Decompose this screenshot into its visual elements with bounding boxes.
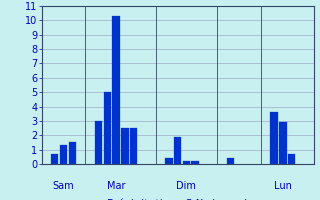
Bar bbox=[270, 112, 278, 164]
Bar bbox=[165, 158, 172, 164]
Text: Sam: Sam bbox=[53, 181, 74, 191]
Bar bbox=[60, 145, 67, 164]
Bar bbox=[104, 92, 111, 164]
Bar bbox=[183, 161, 190, 164]
Text: Précipitations 24h ( mm ): Précipitations 24h ( mm ) bbox=[107, 199, 248, 200]
Bar bbox=[51, 154, 59, 164]
Bar bbox=[68, 142, 76, 164]
Bar bbox=[174, 137, 181, 164]
Bar bbox=[95, 121, 102, 164]
Text: Dim: Dim bbox=[176, 181, 196, 191]
Bar bbox=[121, 128, 129, 164]
Bar bbox=[279, 122, 287, 164]
Text: Lun: Lun bbox=[274, 181, 292, 191]
Bar bbox=[288, 154, 295, 164]
Bar bbox=[191, 161, 199, 164]
Bar bbox=[130, 128, 138, 164]
Bar bbox=[227, 158, 234, 164]
Bar bbox=[112, 16, 120, 164]
Text: Mar: Mar bbox=[107, 181, 125, 191]
